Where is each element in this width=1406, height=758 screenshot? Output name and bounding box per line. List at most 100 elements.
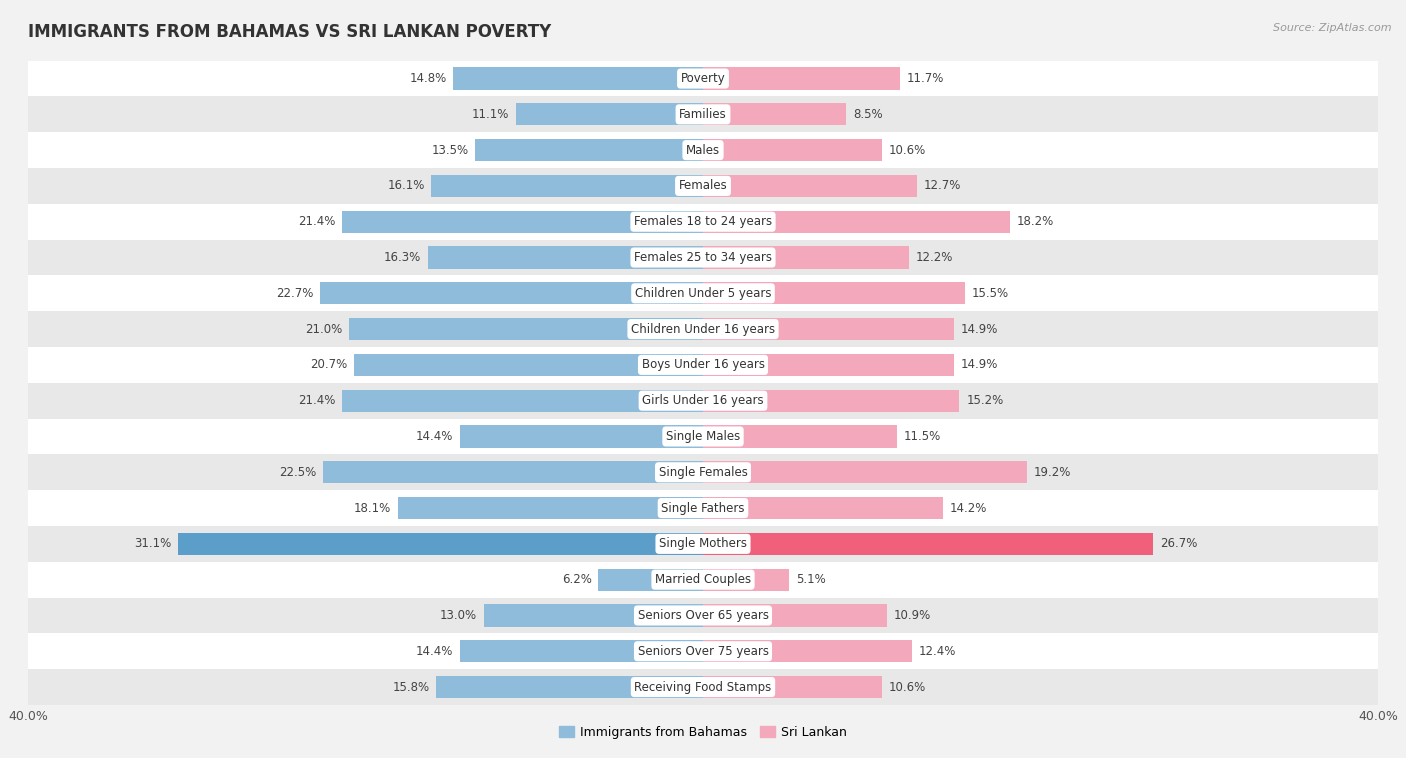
- Text: Single Males: Single Males: [666, 430, 740, 443]
- Text: 12.2%: 12.2%: [915, 251, 953, 264]
- Text: 11.1%: 11.1%: [471, 108, 509, 121]
- Bar: [28, 418, 1378, 454]
- Text: Seniors Over 65 years: Seniors Over 65 years: [637, 609, 769, 622]
- Bar: [28, 562, 1378, 597]
- Text: 12.4%: 12.4%: [920, 645, 956, 658]
- Bar: [28, 490, 1378, 526]
- Bar: [179, 533, 703, 555]
- Text: 13.5%: 13.5%: [432, 143, 468, 157]
- Text: 22.5%: 22.5%: [280, 465, 316, 479]
- Bar: [28, 240, 1378, 275]
- Text: 15.8%: 15.8%: [392, 681, 430, 694]
- Bar: [28, 383, 1378, 418]
- Bar: [354, 354, 703, 376]
- Text: 14.2%: 14.2%: [949, 502, 987, 515]
- Bar: [516, 103, 703, 125]
- Text: Males: Males: [686, 143, 720, 157]
- Bar: [703, 175, 917, 197]
- Bar: [321, 282, 703, 305]
- Text: Receiving Food Stamps: Receiving Food Stamps: [634, 681, 772, 694]
- Bar: [28, 669, 1378, 705]
- Bar: [427, 246, 703, 268]
- Bar: [28, 526, 1378, 562]
- Bar: [703, 533, 1153, 555]
- Bar: [475, 139, 703, 161]
- Text: 26.7%: 26.7%: [1160, 537, 1198, 550]
- Bar: [28, 204, 1378, 240]
- Bar: [703, 461, 1026, 484]
- Bar: [703, 425, 897, 447]
- Bar: [342, 211, 703, 233]
- Text: 15.5%: 15.5%: [972, 287, 1008, 300]
- Text: 19.2%: 19.2%: [1033, 465, 1071, 479]
- Text: 13.0%: 13.0%: [440, 609, 477, 622]
- Text: 14.4%: 14.4%: [416, 430, 453, 443]
- Text: 22.7%: 22.7%: [276, 287, 314, 300]
- Text: 14.8%: 14.8%: [409, 72, 447, 85]
- Bar: [703, 67, 900, 89]
- Text: Children Under 16 years: Children Under 16 years: [631, 323, 775, 336]
- Bar: [28, 454, 1378, 490]
- Bar: [703, 318, 955, 340]
- Bar: [703, 282, 965, 305]
- Text: 20.7%: 20.7%: [309, 359, 347, 371]
- Text: Females: Females: [679, 180, 727, 193]
- Text: Married Couples: Married Couples: [655, 573, 751, 586]
- Bar: [703, 103, 846, 125]
- Text: 11.5%: 11.5%: [904, 430, 941, 443]
- Bar: [28, 634, 1378, 669]
- Bar: [703, 604, 887, 627]
- Text: 14.4%: 14.4%: [416, 645, 453, 658]
- Bar: [28, 132, 1378, 168]
- Text: Females 18 to 24 years: Females 18 to 24 years: [634, 215, 772, 228]
- Bar: [453, 67, 703, 89]
- Bar: [703, 641, 912, 662]
- Text: Girls Under 16 years: Girls Under 16 years: [643, 394, 763, 407]
- Text: Families: Families: [679, 108, 727, 121]
- Text: IMMIGRANTS FROM BAHAMAS VS SRI LANKAN POVERTY: IMMIGRANTS FROM BAHAMAS VS SRI LANKAN PO…: [28, 23, 551, 41]
- Bar: [28, 312, 1378, 347]
- Bar: [703, 568, 789, 590]
- Bar: [28, 597, 1378, 634]
- Text: Single Fathers: Single Fathers: [661, 502, 745, 515]
- Bar: [28, 96, 1378, 132]
- Bar: [703, 211, 1010, 233]
- Bar: [398, 497, 703, 519]
- Text: 16.3%: 16.3%: [384, 251, 422, 264]
- Text: 10.6%: 10.6%: [889, 681, 925, 694]
- Bar: [28, 347, 1378, 383]
- Bar: [342, 390, 703, 412]
- Text: 14.9%: 14.9%: [962, 323, 998, 336]
- Bar: [28, 61, 1378, 96]
- Bar: [703, 139, 882, 161]
- Bar: [432, 175, 703, 197]
- Bar: [703, 354, 955, 376]
- Bar: [28, 168, 1378, 204]
- Text: 31.1%: 31.1%: [135, 537, 172, 550]
- Bar: [484, 604, 703, 627]
- Bar: [703, 246, 908, 268]
- Bar: [460, 641, 703, 662]
- Text: 10.6%: 10.6%: [889, 143, 925, 157]
- Text: 6.2%: 6.2%: [562, 573, 592, 586]
- Text: Children Under 5 years: Children Under 5 years: [634, 287, 772, 300]
- Text: Females 25 to 34 years: Females 25 to 34 years: [634, 251, 772, 264]
- Text: 8.5%: 8.5%: [853, 108, 883, 121]
- Bar: [460, 425, 703, 447]
- Text: 10.9%: 10.9%: [894, 609, 931, 622]
- Text: Single Females: Single Females: [658, 465, 748, 479]
- Text: 14.9%: 14.9%: [962, 359, 998, 371]
- Bar: [323, 461, 703, 484]
- Text: Boys Under 16 years: Boys Under 16 years: [641, 359, 765, 371]
- Text: Poverty: Poverty: [681, 72, 725, 85]
- Text: 15.2%: 15.2%: [966, 394, 1004, 407]
- Bar: [349, 318, 703, 340]
- Text: 21.0%: 21.0%: [305, 323, 342, 336]
- Legend: Immigrants from Bahamas, Sri Lankan: Immigrants from Bahamas, Sri Lankan: [554, 721, 852, 744]
- Text: 18.2%: 18.2%: [1017, 215, 1054, 228]
- Text: 16.1%: 16.1%: [387, 180, 425, 193]
- Bar: [599, 568, 703, 590]
- Text: Seniors Over 75 years: Seniors Over 75 years: [637, 645, 769, 658]
- Bar: [703, 497, 942, 519]
- Bar: [703, 676, 882, 698]
